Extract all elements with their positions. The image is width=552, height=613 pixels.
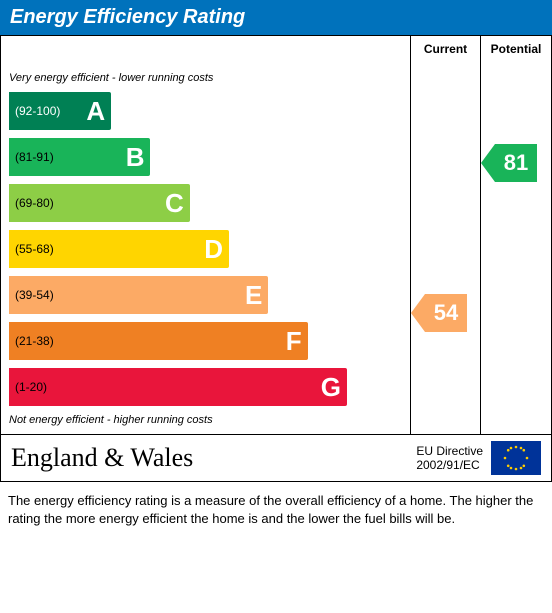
band-range-b: (81-91) [15,150,54,164]
band-letter-b: B [126,142,151,173]
description-text: The energy efficiency rating is a measur… [0,482,552,528]
band-row-e: (39-54) E [1,274,410,316]
band-range-f: (21-38) [15,334,54,348]
potential-column: Potential 81 [481,36,551,434]
band-row-d: (55-68) D [1,228,410,270]
band-row-b: (81-91) B [1,136,410,178]
band-row-f: (21-38) F [1,320,410,362]
band-letter-d: D [204,234,229,265]
band-range-e: (39-54) [15,288,54,302]
band-bar-g: (1-20) G [9,368,347,406]
band-bar-f: (21-38) F [9,322,308,360]
band-bar-c: (69-80) C [9,184,190,222]
potential-pointer: 81 [481,144,537,182]
current-column: Current 54 [411,36,481,434]
band-letter-e: E [245,280,268,311]
band-letter-g: G [321,372,347,403]
band-bar-b: (81-91) B [9,138,150,176]
band-range-a: (92-100) [15,104,60,118]
chart-area: Very energy efficient - lower running co… [0,35,552,435]
bands-column: Very energy efficient - lower running co… [1,36,411,434]
band-bar-d: (55-68) D [9,230,229,268]
top-note: Very energy efficient - lower running co… [1,70,410,86]
band-letter-a: A [86,96,111,127]
potential-value: 81 [495,144,537,182]
bottom-note: Not energy efficient - higher running co… [1,412,410,428]
current-pointer-arrow-icon [411,294,425,332]
band-range-g: (1-20) [15,380,47,394]
title-text: Energy Efficiency Rating [10,6,245,28]
current-pointer: 54 [411,294,467,332]
bands-header-spacer [1,42,410,70]
region-label: England & Wales [11,443,416,473]
title-bar: Energy Efficiency Rating [0,0,552,35]
band-bar-e: (39-54) E [9,276,268,314]
band-row-a: (92-100) A [1,90,410,132]
band-row-c: (69-80) C [1,182,410,224]
band-letter-f: F [286,326,308,357]
band-row-g: (1-20) G [1,366,410,408]
band-range-d: (55-68) [15,242,54,256]
potential-header: Potential [481,36,551,64]
potential-pointer-arrow-icon [481,144,495,182]
band-letter-c: C [165,188,190,219]
current-value: 54 [425,294,467,332]
band-bar-a: (92-100) A [9,92,111,130]
current-header: Current [411,36,480,64]
band-range-c: (69-80) [15,196,54,210]
eu-flag-icon [491,441,541,475]
